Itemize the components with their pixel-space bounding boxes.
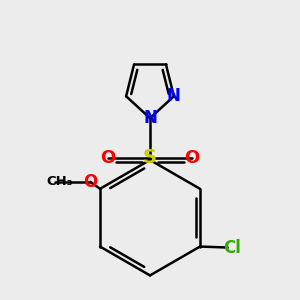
Text: O: O: [100, 149, 116, 167]
Text: Cl: Cl: [223, 238, 241, 256]
Text: CH₃: CH₃: [46, 176, 73, 188]
Text: N: N: [167, 87, 181, 105]
Text: O: O: [184, 149, 200, 167]
Text: O: O: [83, 173, 98, 191]
Text: S: S: [143, 148, 157, 167]
Text: N: N: [143, 109, 157, 127]
